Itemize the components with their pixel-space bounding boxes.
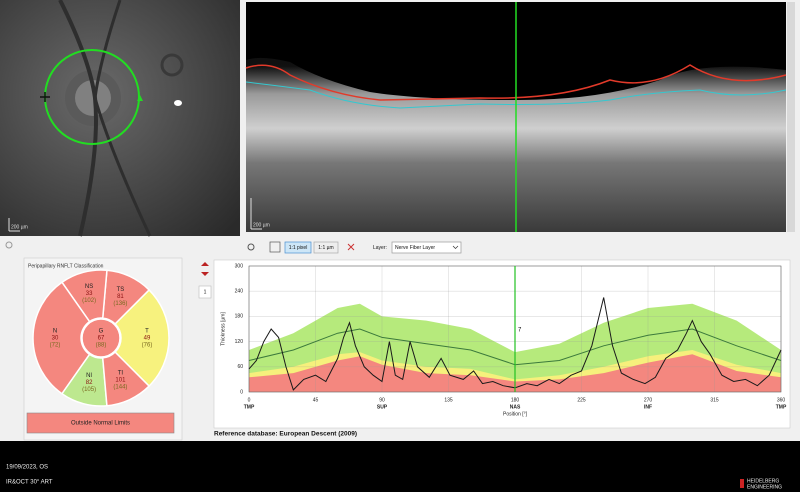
x-axis-label: Position [°] — [503, 411, 528, 417]
sector-reference: (136) — [113, 301, 127, 307]
toolbar: 1:1 pixel 1:1 µm Layer: Nerve Fiber Laye… — [5, 241, 462, 254]
dropdown-value: Nerve Fiber Layer — [395, 245, 435, 251]
sector-label: TS — [117, 287, 125, 293]
sector — [101, 351, 151, 407]
next-button[interactable] — [201, 272, 209, 276]
button-label: 1:1 µm — [318, 245, 333, 251]
scale-label: 200 µm — [11, 224, 28, 230]
global-sector — [81, 318, 121, 358]
x-region-label: TMP — [776, 404, 787, 410]
sector-value: 33 — [86, 291, 93, 297]
result-box — [26, 412, 175, 434]
x-tick-label: 315 — [710, 397, 719, 403]
y-tick-label: 0 — [240, 389, 243, 395]
exam-date: 19/09/2023, OS — [6, 465, 48, 471]
thickness-line — [248, 328, 782, 366]
x-tick-label: 270 — [644, 397, 653, 403]
sector-label: TI — [118, 370, 124, 376]
global-label: G — [99, 329, 104, 335]
layer-label: Layer: — [373, 245, 387, 251]
sector-value: 81 — [117, 294, 124, 300]
sector-label: NI — [86, 373, 92, 379]
sector-value: 30 — [52, 336, 59, 342]
sector-value: 101 — [115, 377, 126, 383]
cursor-value: 7 — [518, 328, 522, 334]
sector-label: N — [53, 329, 57, 335]
panel-title: Peripapillary RNFLT Classification — [28, 263, 104, 269]
sector-reference: (76) — [142, 343, 153, 349]
global-value: 67 — [98, 336, 105, 342]
sector-reference: (105) — [82, 387, 96, 393]
x-region-label: SUP — [377, 404, 388, 410]
button-label: 1:1 pixel — [289, 245, 308, 251]
sector-label: T — [145, 329, 149, 335]
x-tick-label: 45 — [313, 397, 319, 403]
fundus-image: 200 µm — [0, 0, 240, 237]
x-tick-label: 135 — [444, 397, 453, 403]
classification-panel: Peripapillary RNFLT Classification Outsi… — [23, 257, 183, 441]
page-box — [198, 285, 212, 299]
global-reference: (88) — [96, 343, 107, 349]
thickness-line — [248, 297, 782, 391]
sector-value: 49 — [144, 336, 151, 342]
sector-value: 82 — [86, 380, 93, 386]
x-tick-label: 360 — [777, 397, 786, 403]
prev-button[interactable] — [201, 262, 209, 266]
logo: ENGINEERING — [747, 484, 782, 490]
y-tick-label: 300 — [235, 263, 244, 269]
sector-label: NS — [85, 284, 93, 290]
footer — [0, 441, 800, 492]
x-region-label: NAS — [510, 404, 521, 410]
oct-image: 200 µm — [245, 2, 795, 232]
y-tick-label: 120 — [235, 339, 244, 345]
y-tick-label: 180 — [235, 314, 244, 320]
scale-label: 200 µm — [253, 222, 270, 228]
sector — [114, 288, 170, 388]
x-tick-label: 225 — [577, 397, 586, 403]
x-tick-label: 180 — [511, 397, 520, 403]
reference-note: Reference database: European Descent (20… — [214, 431, 357, 438]
x-tick-label: 0 — [248, 397, 251, 403]
x-tick-label: 90 — [379, 397, 385, 403]
logo: HEIDELBERG — [747, 478, 779, 484]
result-label: Outside Normal Limits — [71, 421, 130, 427]
sector — [32, 281, 91, 395]
page-number: 1 — [204, 289, 207, 295]
x-region-label: TMP — [244, 404, 255, 410]
modality: IR&OCT 30° ART — [6, 480, 53, 486]
micron-button[interactable] — [313, 241, 339, 254]
layer-dropdown[interactable] — [391, 241, 462, 254]
sector-reference: (144) — [113, 384, 127, 390]
sector-reference: (102) — [82, 298, 96, 304]
y-tick-label: 60 — [237, 364, 243, 370]
x-region-label: INF — [644, 404, 652, 410]
y-axis-label: Thickness [µm] — [220, 312, 226, 346]
sector-reference: (72) — [50, 343, 61, 349]
y-tick-label: 240 — [235, 289, 244, 295]
normative-band — [249, 354, 781, 392]
pixel-button[interactable] — [284, 241, 312, 254]
